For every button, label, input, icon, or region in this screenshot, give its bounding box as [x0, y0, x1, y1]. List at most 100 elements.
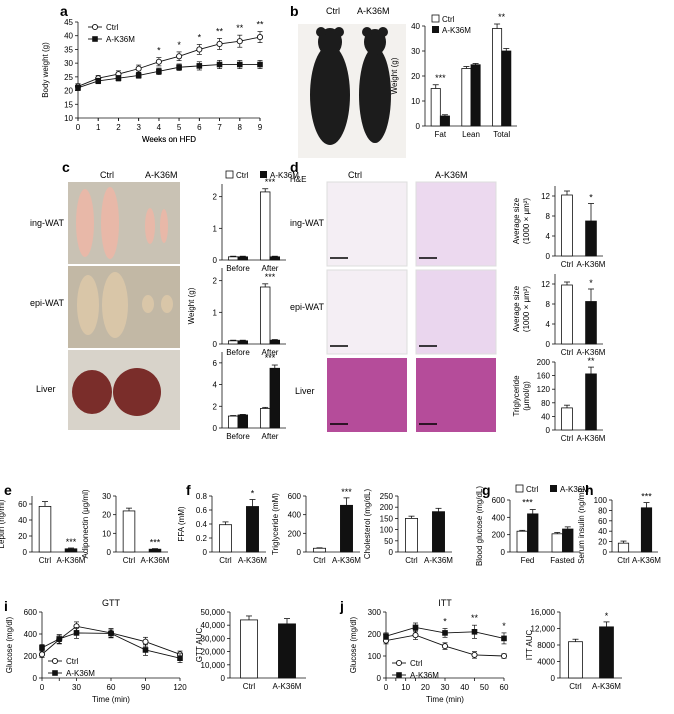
y-tick-label: 600 — [492, 496, 506, 505]
significance-mark: * — [198, 32, 202, 42]
y-tick-label: 0.2 — [196, 534, 208, 543]
y-tick-label: 8000 — [537, 641, 555, 650]
legend-marker-ctrl — [395, 659, 403, 667]
y-axis-label: Glucose (mg/dl) — [349, 616, 358, 673]
x-tick-label: Ctrl — [617, 556, 630, 565]
legend-marker-ak — [92, 36, 98, 42]
y-axis-label: ITT AUC — [525, 630, 534, 661]
bar-ctrl — [405, 518, 418, 553]
y-tick-label: 0 — [213, 340, 218, 349]
x-tick-label: 30 — [441, 683, 450, 692]
y-tick-label: 200 — [537, 358, 551, 367]
significance-mark: *** — [435, 73, 446, 83]
x-tick-label: A-K36M — [577, 434, 606, 443]
chart-f1 — [209, 495, 266, 553]
y-tick-label: 4000 — [537, 658, 555, 667]
y-axis-label: Triglyceride (mM) — [271, 493, 280, 555]
y-tick-label: 40 — [541, 412, 550, 421]
y-axis-label: Adiponectin (μg/ml) — [81, 489, 90, 558]
data-point-ak — [176, 64, 182, 71]
legend-label-ak: A-K36M — [106, 35, 135, 44]
x-tick-label: 6 — [197, 123, 202, 132]
bar-before-ak — [237, 340, 249, 345]
y-tick-label: 0 — [221, 674, 226, 683]
bar-ak — [246, 506, 259, 553]
y-tick-label: 0 — [546, 252, 551, 261]
x-tick-label: A-K36M — [238, 556, 267, 565]
y-tick-label: 40 — [598, 527, 607, 536]
y-tick-label: 1 — [213, 308, 218, 317]
data-point-ak — [115, 75, 122, 82]
bar-ctrl — [122, 510, 136, 553]
y-tick-label: 0 — [546, 426, 551, 435]
significance-mark: * — [177, 40, 181, 50]
significance-mark: *** — [522, 498, 533, 508]
y-tick-label: 0 — [377, 674, 382, 683]
y-tick-label: 0 — [389, 548, 394, 557]
chart-i2 — [227, 611, 306, 679]
legend-label-ak: A-K36M — [560, 485, 589, 494]
x-tick-label: A-K36M — [332, 556, 361, 565]
panel-label-f: f — [186, 482, 191, 498]
legend-swatch-ctrl — [431, 14, 440, 23]
data-point-ctrl — [500, 652, 508, 660]
y-tick-label: 0.6 — [196, 506, 208, 515]
significance-mark: ** — [587, 356, 595, 366]
x-tick-label: 120 — [173, 683, 187, 692]
significance-mark: * — [251, 489, 255, 499]
legend-c — [225, 170, 267, 179]
data-point-ctrl — [216, 40, 223, 47]
y-tick-label: 10 — [411, 97, 420, 106]
hist-ak-label: A-K36M — [435, 170, 468, 180]
chart-c3 — [219, 352, 286, 429]
x-tick-label: Before — [226, 348, 250, 357]
bar-ctrl — [240, 619, 258, 679]
bar-ctrl — [561, 407, 573, 431]
legend-label-ak: A-K36M — [442, 26, 471, 35]
x-tick-label: Ctrl — [405, 556, 418, 565]
data-point-ak — [383, 633, 389, 639]
y-tick-label: 80 — [598, 506, 607, 515]
y-tick-label: 0 — [213, 256, 218, 265]
y-axis-label: Leptin (ng/ml) — [0, 499, 6, 548]
x-tick-label: Ctrl — [561, 260, 574, 269]
y-tick-label: 40 — [411, 22, 420, 31]
data-point-ak — [73, 630, 80, 636]
y-tick-label: 0 — [33, 674, 38, 683]
bar-ak — [585, 220, 597, 257]
y-axis-label: Weight (g) — [187, 287, 196, 324]
x-tick-label: Ctrl — [123, 556, 136, 565]
x-tick-label: 10 — [401, 683, 410, 692]
data-point-ak — [108, 630, 114, 637]
y-tick-label: 120 — [537, 385, 551, 394]
significance-mark: * — [589, 278, 593, 288]
y-tick-label: 60 — [598, 517, 607, 526]
bar-after-ak — [269, 367, 281, 429]
chart-d1 — [552, 186, 603, 257]
bar-before-ak — [237, 414, 249, 429]
series-line-ak — [41, 632, 181, 659]
hist-ctrl-label: Ctrl — [348, 170, 362, 180]
y-tick-label: 45 — [64, 18, 73, 27]
data-point-ak — [442, 630, 448, 636]
data-point-ak — [501, 635, 507, 642]
y-tick-label: 200 — [24, 652, 38, 661]
x-tick-label: After — [262, 432, 279, 441]
bar-ak — [640, 507, 653, 553]
data-point-ak — [412, 624, 419, 631]
y-tick-label: 12 — [541, 280, 550, 289]
chart-c2 — [219, 268, 286, 345]
x-tick-label: A-K36M — [577, 260, 606, 269]
y-tick-label: 600 — [288, 492, 302, 501]
y-tick-label: 300 — [368, 608, 382, 617]
y-tick-label: 0 — [203, 548, 208, 557]
photo-b-ak-label: A-K36M — [357, 6, 390, 16]
data-point-ak — [236, 61, 243, 68]
chart-a — [74, 21, 264, 121]
chart-j1 — [382, 611, 508, 681]
x-tick-label: Ctrl — [243, 682, 256, 691]
x-axis-label: Time (min) — [92, 695, 130, 704]
data-point-ak — [95, 78, 102, 84]
chart-b — [422, 23, 517, 127]
